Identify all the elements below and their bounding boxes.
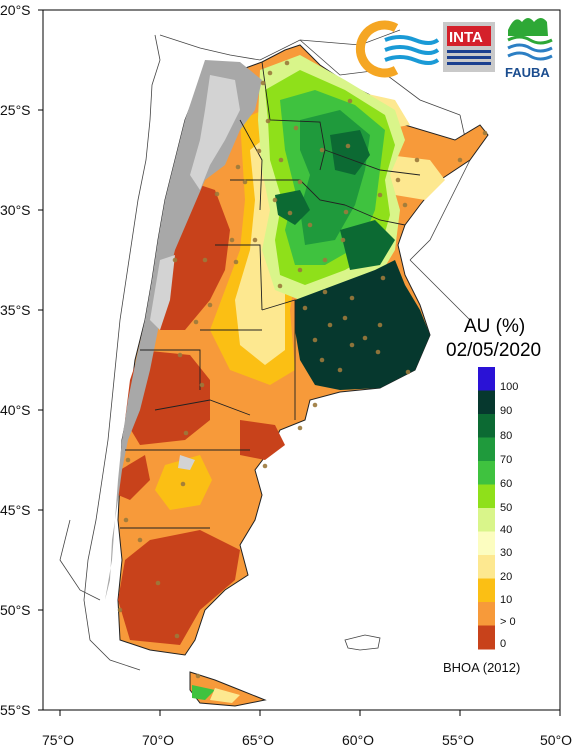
- legend-label-50: 50: [500, 502, 512, 514]
- lat-label-20: 20°S: [0, 2, 31, 18]
- legend-label-20: 20: [500, 571, 512, 583]
- legend-swatch-11: [478, 625, 495, 650]
- lon-label-55: 55°O: [442, 732, 474, 748]
- malvinas-islands: [344, 634, 381, 651]
- legend-swatch-7: [478, 531, 495, 556]
- legend-label-10: 10: [500, 594, 512, 606]
- lat-label-55: 55°S: [0, 702, 31, 718]
- legend-swatch-1: [478, 390, 495, 415]
- legend-label-0: 0: [500, 638, 506, 650]
- legend-swatch-6: [478, 508, 495, 532]
- legend-swatch-4: [478, 461, 495, 485]
- source-label: BHOA (2012): [443, 660, 520, 675]
- inta-logo-text: INTA: [449, 29, 483, 46]
- legend-label-70: 70: [500, 454, 512, 466]
- legend-swatch-10: [478, 602, 495, 626]
- lat-label-35: 35°S: [0, 302, 31, 318]
- inta-logo: INTA: [443, 22, 495, 72]
- legend-colorbar: [478, 367, 495, 650]
- legend-label-40: 40: [500, 524, 512, 536]
- legend-label-80: 80: [500, 430, 512, 442]
- ina-logo: [355, 20, 440, 78]
- legend-label-100: 100: [500, 381, 518, 393]
- lat-label-25: 25°S: [0, 102, 31, 118]
- fauba-logo-text: FAUBA: [505, 65, 550, 80]
- lon-label-75: 75°O: [42, 732, 74, 748]
- tierra-del-fuego-green: [192, 685, 215, 700]
- fauba-logo: FAUBA: [505, 18, 553, 80]
- legend-title: AU (%): [464, 316, 525, 337]
- legend-label-60: 60: [500, 478, 512, 490]
- lon-label-60: 60°O: [342, 732, 374, 748]
- legend-swatch-2: [478, 414, 495, 438]
- terrain-andes: [105, 60, 262, 600]
- lon-label-65: 65°O: [242, 732, 274, 748]
- lat-label-45: 45°S: [0, 502, 31, 518]
- terrain-andes-light: [150, 75, 240, 470]
- legend-swatch-8: [478, 555, 495, 579]
- legend-swatch-9: [478, 578, 495, 603]
- tierra-del-fuego: [189, 671, 267, 707]
- station-dots: [117, 60, 488, 679]
- lon-tick-marks: [59, 710, 561, 716]
- lat-tick-marks: [38, 9, 43, 711]
- legend-labels: 100 90 80 70 60 50 40 30 20 10 > 0 0: [500, 381, 518, 650]
- lon-label-50: 50°O: [540, 732, 572, 748]
- legend-label-above-0: > 0: [500, 616, 516, 628]
- province-borders: [120, 61, 421, 529]
- legend-swatch-0: [478, 367, 495, 391]
- legend-swatch-3: [478, 437, 495, 462]
- map-date: 02/05/2020: [446, 340, 541, 361]
- legend-label-30: 30: [500, 547, 512, 559]
- zone-ninety: [295, 260, 430, 390]
- legend-swatch-5: [478, 484, 495, 509]
- lat-label-30: 30°S: [0, 202, 31, 218]
- lat-label-50: 50°S: [0, 602, 31, 618]
- lat-label-40: 40°S: [0, 402, 31, 418]
- tierra-del-fuego-yellow: [210, 688, 240, 703]
- lon-label-70: 70°O: [142, 732, 174, 748]
- legend-label-90: 90: [500, 405, 512, 417]
- zone-green: [258, 55, 405, 300]
